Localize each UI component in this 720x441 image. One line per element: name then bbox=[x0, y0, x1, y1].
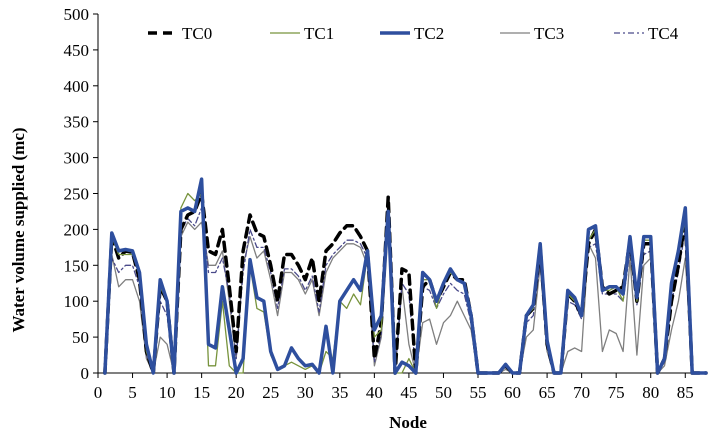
legend-label-tc3: TC3 bbox=[534, 24, 564, 43]
series-line-tc3 bbox=[104, 221, 707, 374]
y-tick-label: 400 bbox=[64, 77, 90, 96]
x-tick-label: 25 bbox=[262, 383, 279, 402]
y-tick-label: 100 bbox=[64, 292, 90, 311]
y-tick-label: 0 bbox=[81, 364, 90, 383]
x-tick-label: 35 bbox=[331, 383, 348, 402]
series-line-tc1 bbox=[104, 192, 707, 374]
legend-label-tc2: TC2 bbox=[414, 24, 444, 43]
series-group bbox=[103, 177, 708, 375]
axes: 0 50 100 150 200 250 300 350 400 450 500 0 5 10 15 20 25… bbox=[64, 5, 706, 402]
y-tick-label: 150 bbox=[64, 256, 90, 275]
x-tick-label: 75 bbox=[608, 383, 625, 402]
series-line-tc2 bbox=[103, 177, 708, 375]
legend-label-tc4: TC4 bbox=[648, 24, 679, 43]
x-tick-label: 50 bbox=[435, 383, 452, 402]
x-tick-label: 20 bbox=[228, 383, 245, 402]
y-axis-title: Water volume supplied (mc) bbox=[9, 127, 28, 332]
legend-label-tc0: TC0 bbox=[182, 24, 212, 43]
y-tick-label: 300 bbox=[64, 149, 90, 168]
y-tick-label: 350 bbox=[64, 113, 90, 132]
x-tick-label: 0 bbox=[94, 383, 103, 402]
x-tick-label: 85 bbox=[677, 383, 694, 402]
x-tick-label: 45 bbox=[400, 383, 417, 402]
series-line-tc0 bbox=[103, 191, 708, 375]
x-tick-label: 10 bbox=[159, 383, 176, 402]
y-tick-label: 450 bbox=[64, 41, 90, 60]
x-tick-label: 15 bbox=[193, 383, 210, 402]
x-tick-label: 65 bbox=[539, 383, 556, 402]
y-tick-label: 500 bbox=[64, 5, 90, 24]
x-tick-label: 70 bbox=[573, 383, 590, 402]
x-tick-label: 40 bbox=[366, 383, 383, 402]
x-tick-label: 55 bbox=[470, 383, 487, 402]
legend: TC0 TC1 TC2 TC3 TC4 bbox=[148, 24, 679, 43]
x-tick-label: 30 bbox=[297, 383, 314, 402]
x-axis-title: Node bbox=[389, 413, 427, 432]
legend-label-tc1: TC1 bbox=[304, 24, 334, 43]
x-tick-label: 80 bbox=[642, 383, 659, 402]
y-tick-label: 50 bbox=[72, 328, 89, 347]
x-tick-label: 60 bbox=[504, 383, 521, 402]
y-tick-label: 250 bbox=[64, 185, 90, 204]
x-tick-label: 5 bbox=[128, 383, 137, 402]
y-tick-label: 200 bbox=[64, 220, 90, 239]
